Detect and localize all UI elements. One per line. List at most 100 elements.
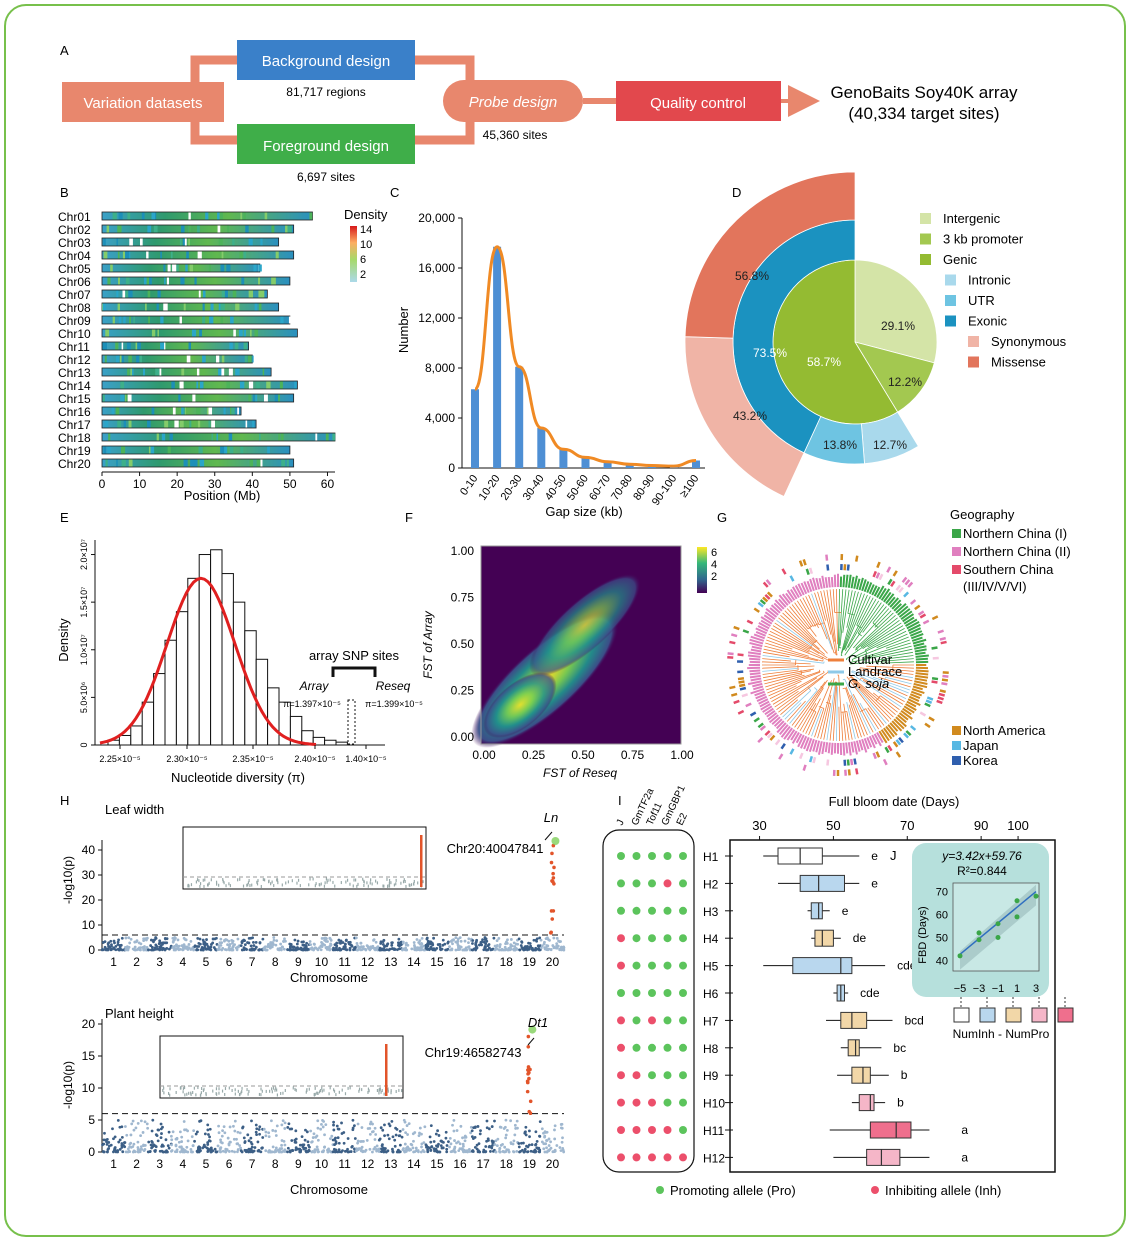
h-snp-dot	[404, 1131, 408, 1135]
density-tick-label: 10	[360, 239, 372, 251]
g-legend-swatch	[952, 565, 961, 574]
chr-density-segment	[117, 303, 121, 311]
h-snp-dot	[243, 943, 247, 947]
chr-density-segment	[105, 329, 110, 337]
g-ring-tick	[760, 703, 771, 711]
h-snp-dot	[142, 947, 146, 951]
h-snp-dot	[199, 948, 203, 952]
h-snp-dot	[190, 1135, 194, 1139]
g-branch	[808, 680, 832, 736]
h-snp-dot	[540, 1140, 544, 1144]
h-snp-dot	[353, 946, 356, 950]
h-snp-dot	[258, 1132, 261, 1136]
chr-label: Chr13	[58, 366, 91, 380]
h-inset-noise	[378, 1088, 381, 1092]
h-snp-dot	[249, 1141, 253, 1144]
h-snp-dot	[352, 1124, 356, 1128]
chr-density-segment	[141, 212, 145, 220]
i-allele-dot	[617, 1071, 625, 1080]
chr-density-segment	[191, 329, 197, 337]
g-legend-label: Southern China	[963, 562, 1054, 577]
chr-density-segment	[202, 316, 206, 324]
g-legend-swatch	[952, 756, 961, 765]
h-snp-dot	[420, 1145, 423, 1149]
h-snp-dot	[189, 948, 193, 951]
h-inset-noise	[404, 880, 406, 884]
h-snp-dot	[353, 1137, 357, 1140]
f-frame	[480, 545, 682, 745]
h-inset-noise	[400, 881, 402, 885]
g-branch-arc	[842, 678, 845, 681]
h-inset-noise	[249, 884, 251, 888]
h-snp-dot	[187, 943, 191, 946]
variation-box	[62, 82, 224, 122]
chr-density-segment	[222, 446, 228, 454]
d-legend-swatch	[920, 213, 931, 224]
chr-density-segment	[264, 212, 268, 220]
h-snp-dot	[177, 944, 181, 948]
h-inset-noise	[294, 1087, 296, 1091]
h-inset-noise	[276, 878, 278, 882]
g-ring-tick	[880, 729, 890, 742]
chr-density-segment	[136, 355, 140, 363]
h-snp-dot	[473, 1126, 477, 1129]
h-snp-dot	[280, 1143, 283, 1147]
g-branch	[762, 669, 799, 675]
h-snp-dot	[217, 948, 221, 951]
chr-density-segment	[179, 316, 182, 324]
fg-sites-label: 6,697 sites	[297, 170, 355, 184]
g-branch	[784, 610, 817, 643]
h-snp-dot	[233, 1119, 237, 1123]
g-ring-tick	[755, 627, 768, 635]
h-snp-dot	[376, 945, 380, 949]
g-outer-tick	[892, 741, 899, 748]
h-x-tick-label: 13	[384, 955, 398, 969]
h-snp-dot	[197, 941, 201, 945]
h-inset-noise	[246, 883, 248, 887]
i-x-tick-label: 90	[974, 818, 988, 833]
h-peak-dot	[526, 1065, 531, 1069]
chr-label: Chr20	[58, 457, 91, 471]
h-snp-dot	[243, 1141, 247, 1145]
g-outer-tick	[922, 619, 930, 625]
c-x-tick-label: ≥100	[678, 473, 702, 500]
chr-density-segment	[192, 394, 196, 402]
h-snp-dot	[143, 1120, 147, 1124]
g-branch	[845, 687, 862, 738]
h-snp-dot	[326, 1150, 330, 1154]
e-x-label: Nucleotide diversity (π)	[171, 770, 305, 785]
h-inset-noise	[323, 1088, 325, 1092]
h-snp-dot	[132, 1150, 136, 1153]
c-x-tick-label: 60-70	[587, 473, 613, 503]
h-snp-dot	[486, 944, 490, 947]
h-snp-dot	[396, 1149, 400, 1153]
g-ring-tick	[909, 630, 923, 637]
promoting-dot-icon	[656, 1186, 664, 1194]
h-snp-dot	[244, 1149, 247, 1152]
h-inset-noise	[309, 877, 311, 881]
g-ring-tick	[795, 733, 803, 744]
h-x-tick-label: 10	[315, 955, 329, 969]
h-snp-dot	[149, 938, 153, 942]
h-snp-dot	[120, 1136, 124, 1139]
h-snp-dot	[160, 948, 164, 952]
g-branch	[767, 671, 821, 694]
h-snp-dot	[309, 1129, 313, 1133]
h-snp-dot	[126, 1147, 130, 1151]
h-inset-noise	[326, 880, 328, 884]
h-snp-dot	[539, 938, 543, 942]
h-snp-dot	[420, 1142, 424, 1146]
h-snp-dot	[513, 948, 517, 952]
h-x-tick-label: 4	[180, 955, 187, 969]
h-inset-noise	[354, 878, 357, 882]
g-branch	[774, 690, 799, 708]
chr-density-segment	[287, 225, 292, 233]
g-ring-tick	[750, 677, 762, 682]
h-snp-dot	[124, 936, 128, 940]
i-col-label: J	[615, 818, 627, 827]
chr-density-segment	[253, 264, 257, 272]
h-inset-noise	[403, 878, 405, 882]
h-x-tick-label: 12	[361, 955, 375, 969]
h-snp-dot	[513, 1133, 517, 1137]
h-snp-dot	[124, 948, 128, 952]
